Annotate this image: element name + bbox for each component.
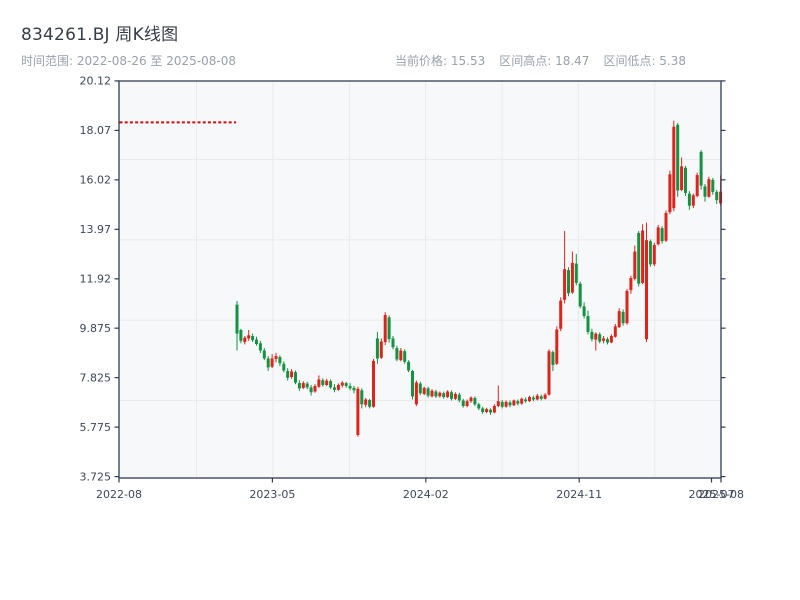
y-axis: 20.12 18.07 16.02 13.97 11.92 9.875 7.825 5.775… — [80, 75, 726, 483]
x-tick-label: 2022-08 — [96, 488, 142, 501]
y-tick-label: 9.875 — [80, 322, 112, 335]
x-tick-label: 2024-11 — [556, 488, 602, 501]
x-axis: 2022-08 2023-05 2024-02 2024-11 2025-072025-… — [96, 478, 744, 501]
price-stats: 当前价格: 15.53 区间高点: 18.47 区间低点: 5.38 — [395, 52, 700, 69]
date-range-label: 时间范围: 2022-08-26 至 2025-08-08 — [21, 54, 236, 68]
y-tick-label: 18.07 — [80, 124, 112, 137]
x-tick-label: 2024-02 — [403, 488, 449, 501]
y-tick-label: 7.825 — [80, 371, 112, 384]
y-tick-label: 3.725 — [80, 470, 112, 483]
plot-area — [119, 81, 721, 478]
x-tick-label: 2025-08 — [698, 488, 744, 501]
y-tick-label: 11.92 — [80, 273, 112, 286]
y-tick-label: 16.02 — [80, 174, 112, 187]
page-title: 834261.BJ 周K线图 — [21, 25, 179, 45]
x-tick-label: 2023-05 — [249, 488, 295, 501]
y-tick-label: 20.12 — [80, 75, 112, 88]
axes-frame — [118, 80, 722, 479]
y-tick-label: 5.775 — [80, 421, 112, 434]
candles — [235, 120, 723, 437]
range-high-stat: 区间高点: 18.47 — [499, 54, 590, 68]
y-tick-label: 13.97 — [80, 223, 112, 236]
x-tick-label: 2025-07 — [689, 488, 735, 501]
range-low-stat: 区间低点: 5.38 — [603, 54, 687, 68]
current-price-stat: 当前价格: 15.53 — [395, 54, 486, 68]
